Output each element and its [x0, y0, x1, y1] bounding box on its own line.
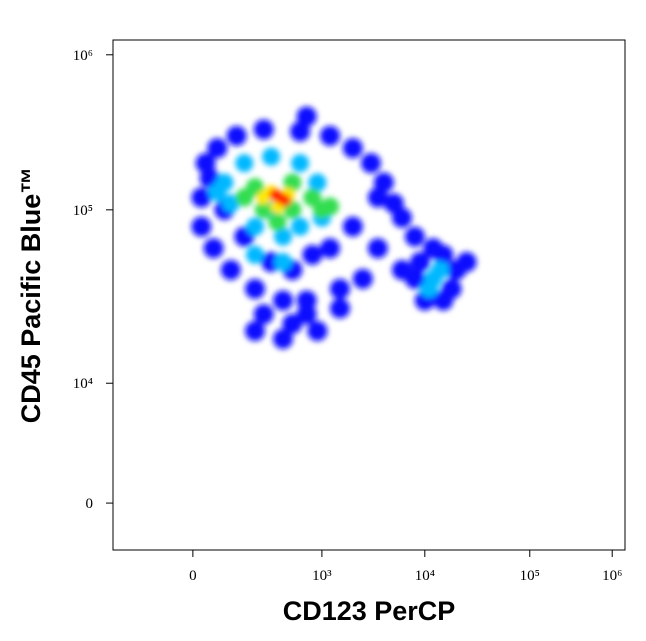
density-point: [269, 188, 282, 201]
density-point: [296, 106, 317, 127]
density-point: [296, 304, 317, 325]
density-point: [360, 153, 381, 174]
density-point: [410, 252, 431, 273]
y-tick-label: 0: [86, 496, 94, 512]
y-tick-label: 10⁴: [73, 376, 93, 392]
density-point: [244, 321, 265, 342]
density-point: [290, 121, 311, 142]
x-tick-label: 0: [189, 568, 197, 584]
density-point: [220, 259, 241, 280]
x-tick-label: 10³: [312, 568, 332, 584]
density-point: [207, 138, 228, 159]
density-point: [441, 278, 462, 299]
density-point: [404, 226, 425, 247]
x-tick-label: 10⁶: [602, 568, 622, 584]
density-point: [296, 290, 317, 311]
density-cloud: [191, 106, 477, 349]
y-tick-label: 10⁶: [73, 48, 93, 64]
density-point: [208, 183, 227, 202]
density-point: [391, 259, 412, 280]
density-point: [274, 253, 293, 272]
density-point: [456, 252, 477, 273]
density-point: [253, 119, 274, 140]
density-point: [391, 207, 412, 228]
density-point: [244, 278, 265, 299]
density-point: [268, 213, 287, 232]
density-point: [342, 138, 363, 159]
y-axis-title: CD45 Pacific Blue™: [16, 167, 46, 424]
density-point: [273, 290, 294, 311]
density-point: [307, 321, 328, 342]
density-point: [195, 153, 216, 174]
density-point: [303, 188, 322, 207]
density-point: [320, 238, 341, 259]
density-point: [420, 279, 439, 298]
density-point: [245, 245, 264, 264]
density-point: [203, 238, 224, 259]
density-point: [431, 260, 450, 279]
density-point: [254, 200, 273, 219]
x-tick-label: 10⁴: [415, 568, 435, 584]
density-point: [256, 190, 271, 205]
density-point: [291, 217, 310, 236]
density-point: [291, 154, 310, 173]
density-point: [367, 238, 388, 259]
density-point: [279, 194, 292, 207]
density-point: [312, 200, 331, 219]
plot-frame: [112, 39, 626, 551]
density-point: [226, 125, 247, 146]
density-point: [373, 172, 394, 193]
x-axis-title: CD123 PerCP: [283, 596, 456, 626]
density-point: [308, 173, 327, 192]
density-point: [253, 304, 274, 325]
density-point: [235, 188, 254, 207]
density-point: [235, 154, 254, 173]
density-point: [221, 194, 240, 213]
density-point: [274, 227, 293, 246]
density-point: [352, 268, 373, 289]
density-point: [329, 278, 350, 299]
density-point: [282, 313, 303, 334]
density-point: [191, 187, 212, 208]
density-point: [367, 187, 388, 208]
density-point: [320, 125, 341, 146]
density-point: [199, 168, 220, 189]
x-tick-label: 10⁵: [520, 568, 540, 584]
density-point: [262, 147, 281, 166]
density-point: [342, 216, 363, 237]
y-tick-label: 10⁵: [73, 203, 93, 219]
density-point: [329, 298, 350, 319]
density-point: [191, 216, 212, 237]
density-point: [423, 238, 444, 259]
density-point: [283, 173, 302, 192]
density-point: [273, 328, 294, 349]
density-point: [302, 244, 323, 265]
density-point: [245, 217, 264, 236]
